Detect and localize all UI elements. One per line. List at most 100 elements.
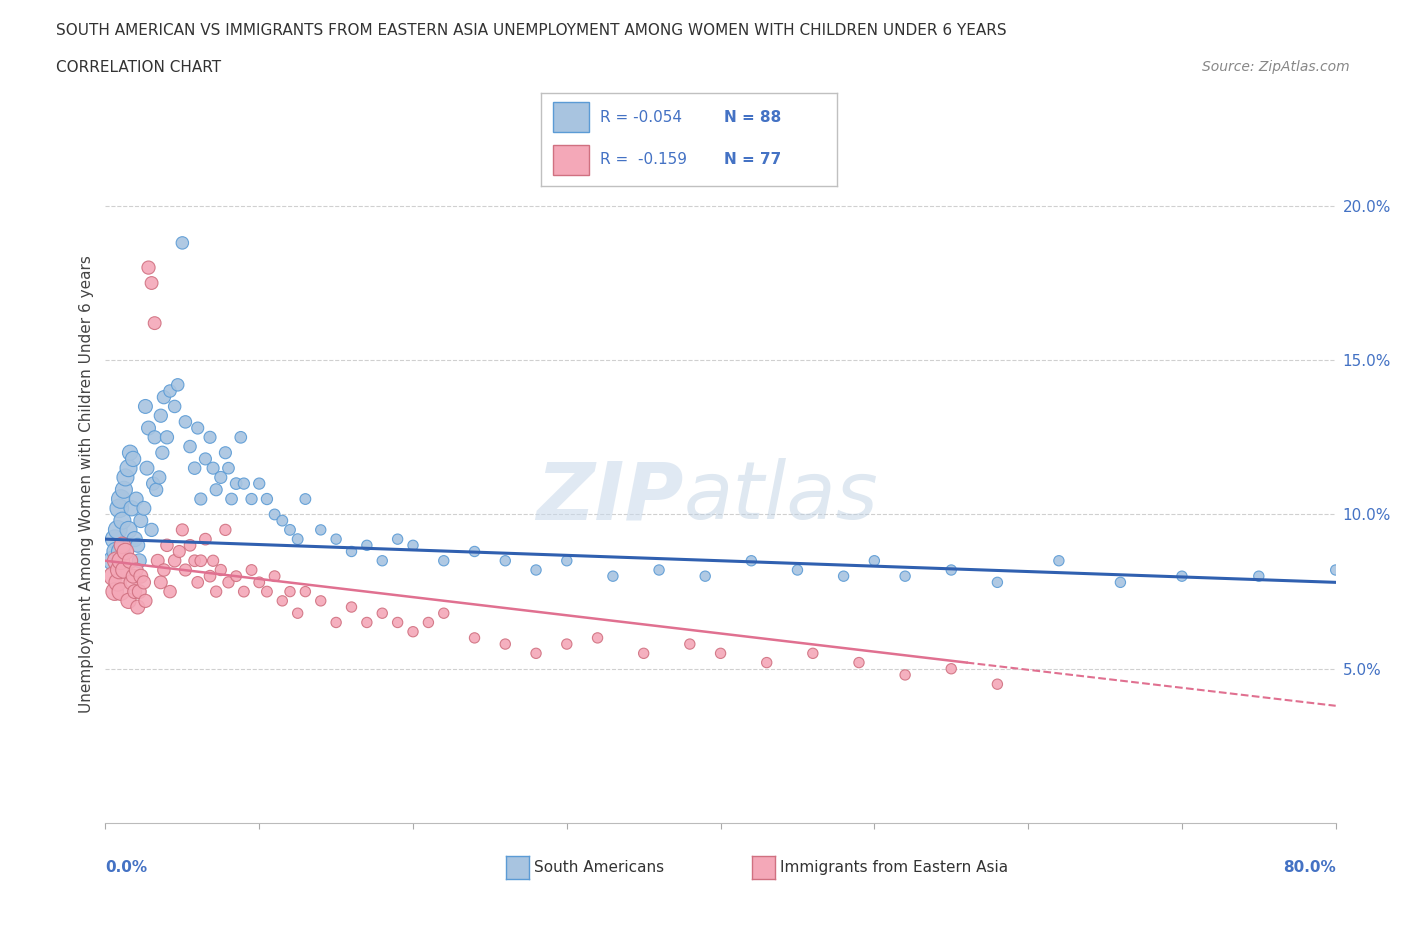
Point: [205, 584, 228, 599]
Point: [132, 575, 155, 590]
Point: [240, 563, 263, 578]
Text: CORRELATION CHART: CORRELATION CHART: [56, 60, 221, 75]
Point: [524, 563, 547, 578]
Point: [156, 430, 179, 445]
Point: [179, 538, 201, 552]
Point: [108, 501, 131, 516]
Point: [120, 553, 141, 568]
Point: [110, 553, 132, 568]
Point: [986, 677, 1008, 692]
Point: [110, 544, 132, 559]
Point: [122, 569, 145, 584]
Point: [117, 460, 139, 475]
Bar: [553, 145, 589, 175]
Point: [433, 553, 456, 568]
Point: [218, 575, 240, 590]
Point: [205, 483, 228, 498]
Point: [174, 415, 197, 430]
Text: N = 88: N = 88: [724, 110, 782, 125]
Point: [107, 575, 129, 590]
Point: [125, 492, 148, 507]
Point: [740, 553, 762, 568]
Point: [114, 544, 136, 559]
Point: [263, 569, 285, 584]
Point: [143, 315, 166, 330]
Point: [104, 532, 127, 547]
Point: [848, 655, 870, 670]
Point: [128, 584, 150, 599]
Point: [941, 563, 963, 578]
Point: [247, 476, 270, 491]
Point: [1324, 563, 1347, 578]
Point: [278, 584, 301, 599]
Point: [801, 646, 824, 661]
Point: [232, 584, 254, 599]
Point: [110, 492, 132, 507]
Point: [325, 615, 347, 630]
Point: [271, 593, 294, 608]
Text: 80.0%: 80.0%: [1282, 860, 1336, 875]
Point: [104, 584, 127, 599]
Point: [786, 563, 808, 578]
Point: [141, 523, 163, 538]
Point: [225, 569, 247, 584]
Point: [111, 513, 134, 528]
Point: [107, 523, 129, 538]
Point: [863, 553, 886, 568]
Point: [174, 563, 197, 578]
Point: [586, 631, 609, 645]
Point: [125, 563, 148, 578]
Point: [555, 553, 578, 568]
Point: [221, 492, 243, 507]
Point: [134, 399, 156, 414]
Point: [159, 584, 181, 599]
Point: [602, 569, 624, 584]
Point: [138, 420, 160, 435]
Point: [555, 637, 578, 652]
Point: [433, 605, 456, 620]
Point: [121, 575, 143, 590]
Point: [198, 569, 221, 584]
Point: [209, 563, 232, 578]
Point: [111, 538, 134, 552]
Point: [190, 553, 212, 568]
Point: [166, 378, 188, 392]
Point: [202, 460, 225, 475]
Point: [194, 451, 217, 466]
Point: [278, 523, 301, 538]
Point: [114, 470, 136, 485]
Point: [387, 532, 409, 547]
Point: [986, 575, 1008, 590]
Point: [112, 563, 135, 578]
Point: [371, 553, 394, 568]
Point: [142, 476, 165, 491]
Point: [150, 445, 173, 460]
Point: [179, 439, 201, 454]
Point: [309, 523, 332, 538]
Point: [247, 575, 270, 590]
Point: [117, 593, 139, 608]
Point: [941, 661, 963, 676]
Point: [141, 275, 163, 290]
Point: [340, 600, 363, 615]
Point: [387, 615, 409, 630]
Point: [145, 483, 167, 498]
Point: [105, 553, 128, 568]
Text: R =  -0.159: R = -0.159: [600, 153, 688, 167]
Point: [117, 523, 139, 538]
Point: [172, 523, 194, 538]
Point: [108, 563, 131, 578]
Point: [105, 544, 128, 559]
Point: [648, 563, 671, 578]
Point: [402, 624, 425, 639]
Point: [163, 399, 186, 414]
Point: [494, 553, 516, 568]
Point: [183, 553, 205, 568]
Point: [218, 460, 240, 475]
Point: [325, 532, 347, 547]
Point: [129, 569, 152, 584]
Point: [187, 420, 209, 435]
Point: [356, 538, 378, 552]
Point: [524, 646, 547, 661]
Point: [153, 390, 176, 405]
